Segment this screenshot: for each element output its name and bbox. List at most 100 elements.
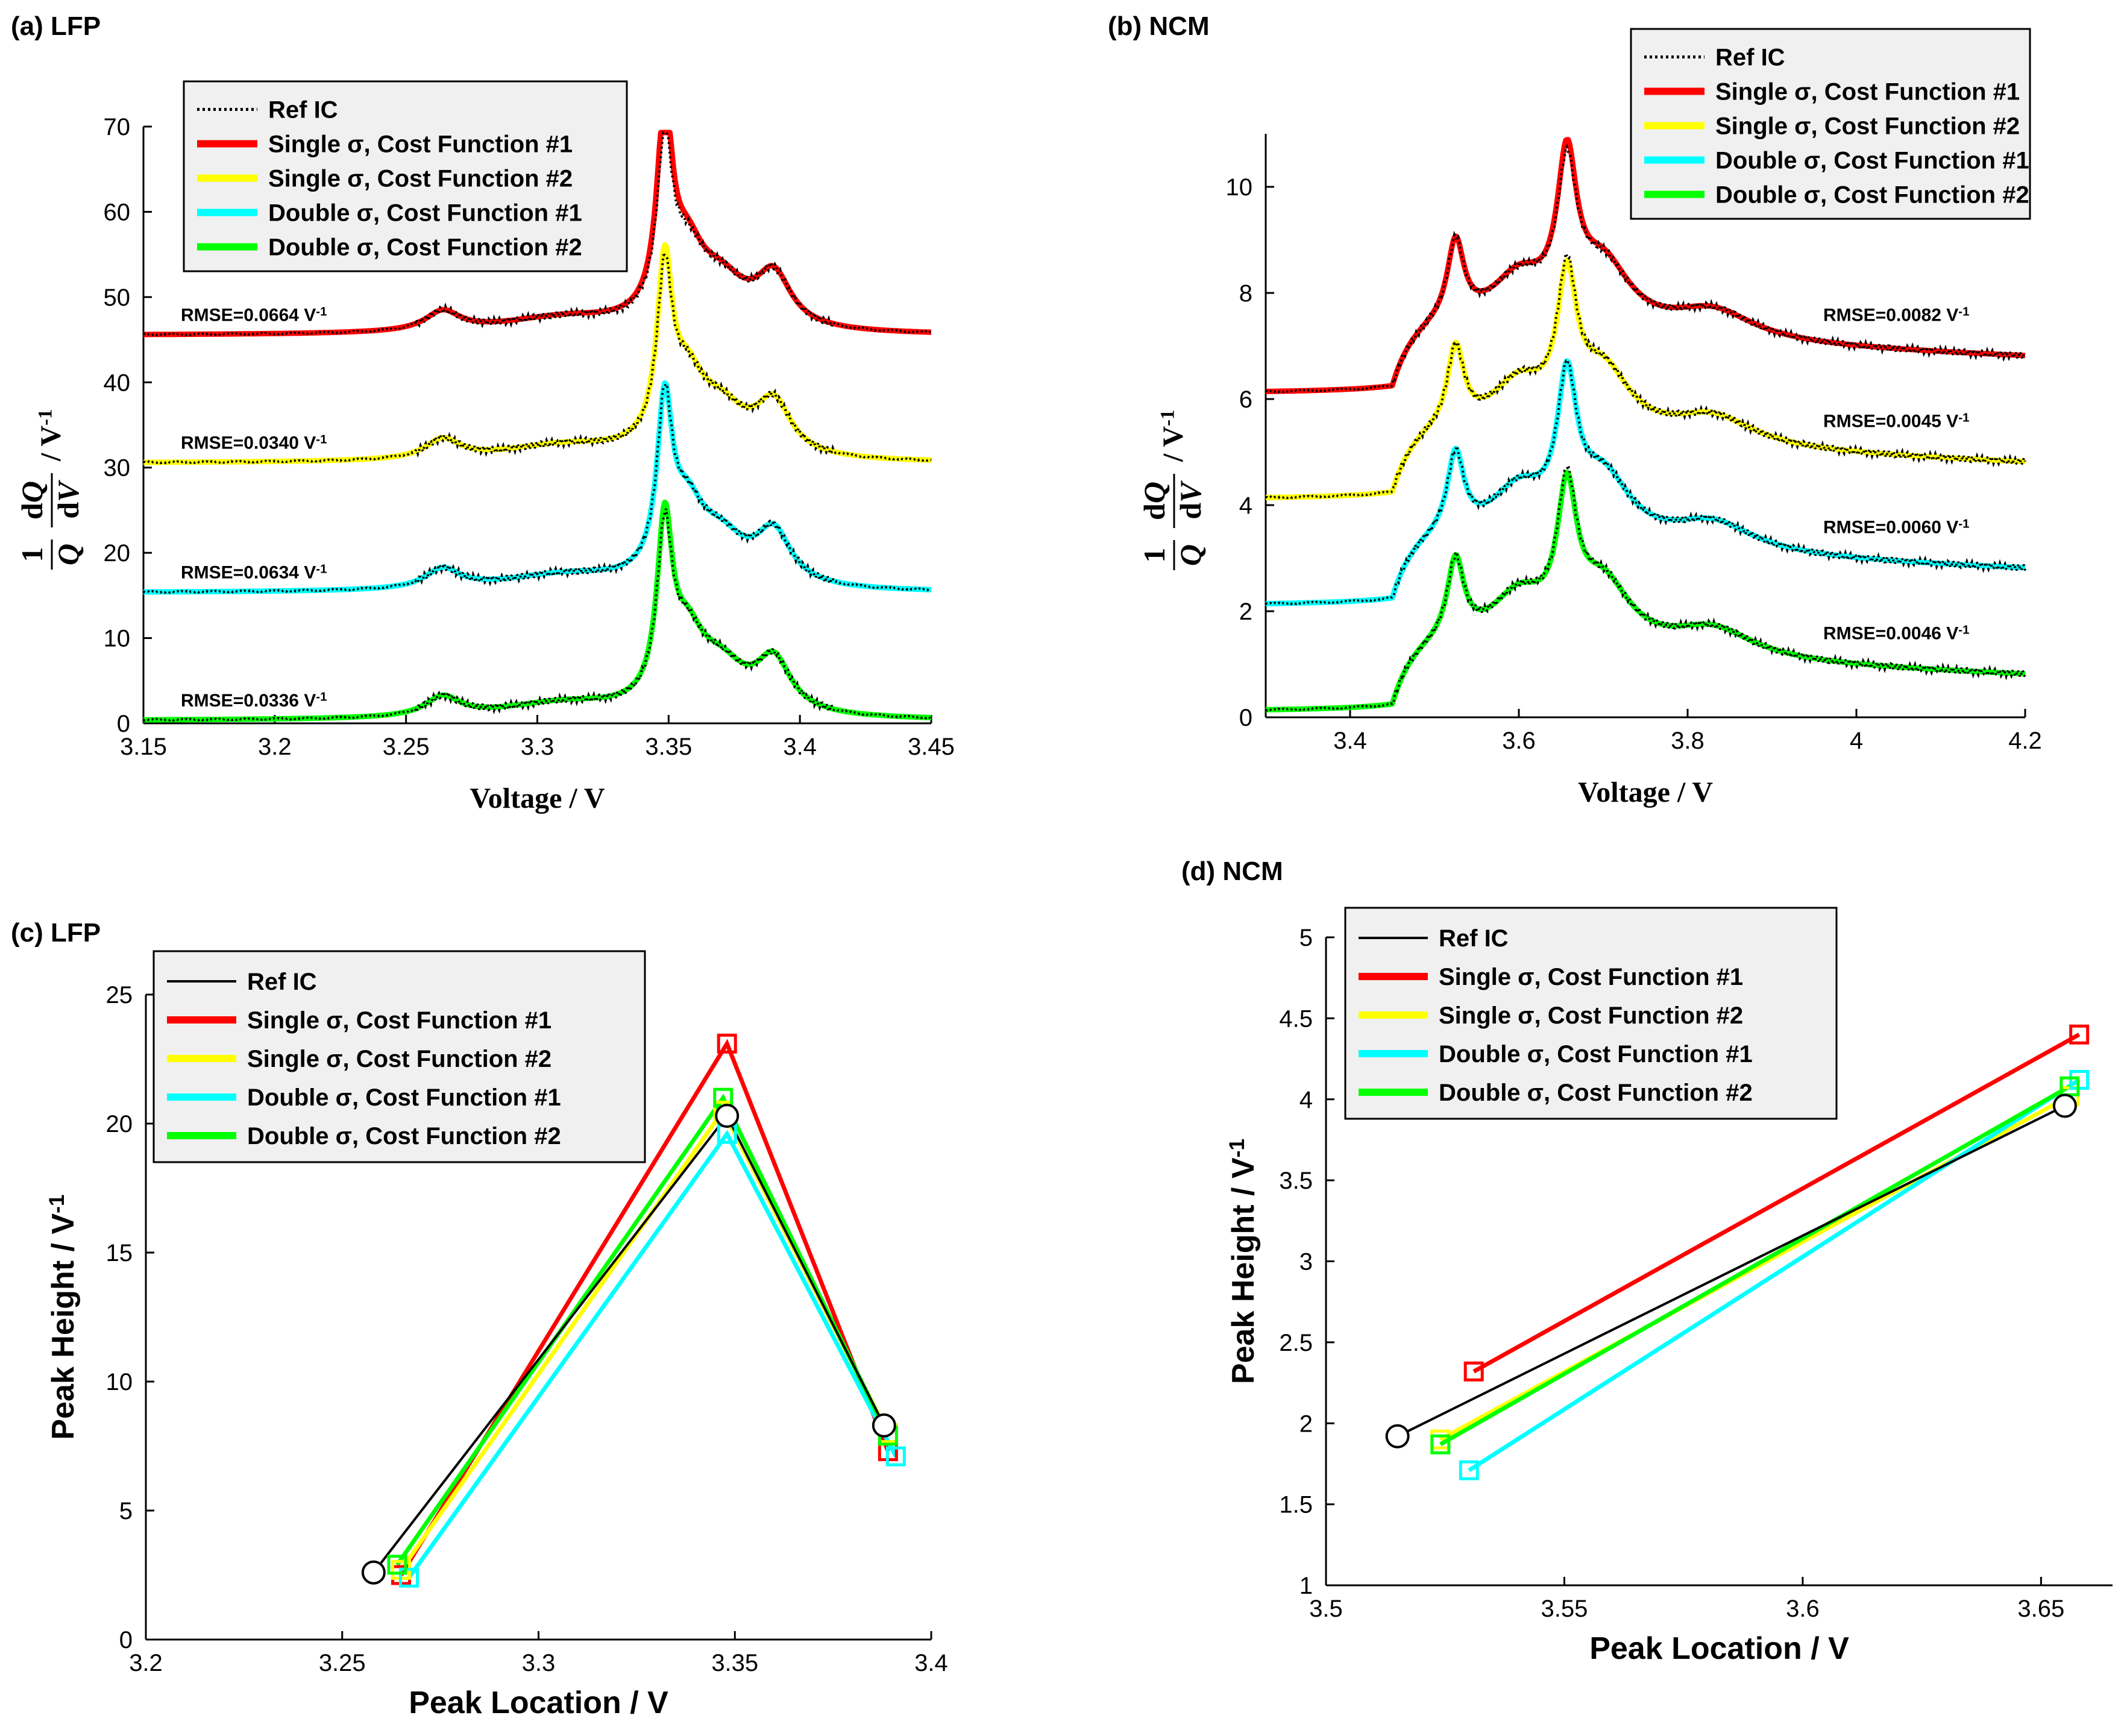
legend-entry: Ref IC bbox=[247, 969, 317, 995]
y-axis-title-text-superscript: -1 bbox=[1225, 1139, 1249, 1157]
y-tick-label: 6 bbox=[1239, 386, 1252, 413]
rmse-annotation: RMSE=0.0046 V-1 bbox=[1823, 624, 1969, 644]
y-title-numerator-one: 1 bbox=[1137, 548, 1171, 563]
y-axis-title-text: Peak Height / V-1 bbox=[45, 1194, 81, 1439]
y-tick-label: 1 bbox=[1299, 1573, 1313, 1599]
legend-entry: Double σ, Cost Function #2 bbox=[1439, 1080, 1753, 1106]
y-tick-label: 3 bbox=[1299, 1249, 1313, 1275]
panel-a: 3.15 3.2 3.25 3.3 3.35 3.4 3.45 0 10 20 30 40 50 60 70… bbox=[11, 11, 955, 814]
series-line-3 bbox=[407, 1130, 898, 1579]
y-tick-label: 60 bbox=[104, 199, 131, 225]
y-tick-label: 1.5 bbox=[1279, 1492, 1313, 1518]
y-tick-label: 2.5 bbox=[1279, 1330, 1313, 1356]
y-tick-label: 20 bbox=[106, 1111, 133, 1137]
y-title-dq: dQ bbox=[15, 481, 49, 520]
legend-entry: Ref IC bbox=[1715, 45, 1785, 71]
rmse-annotation: RMSE=0.0336 V-1 bbox=[181, 691, 327, 711]
x-tick-label: 3.3 bbox=[522, 1650, 556, 1676]
panel-title: (b) NCM bbox=[1108, 11, 1210, 41]
y-title-d: d bbox=[1137, 503, 1171, 520]
series-line-0 bbox=[372, 1113, 885, 1573]
rmse-annotation-text: RMSE=0.0336 V bbox=[181, 691, 316, 711]
y-title-unit: / V-1 bbox=[1157, 410, 1189, 462]
x-tick-label: 3.8 bbox=[1671, 728, 1705, 754]
legend-entry: Single σ, Cost Function #2 bbox=[1715, 113, 2020, 140]
y-title-v: V bbox=[51, 480, 85, 502]
x-tick-label: 3.3 bbox=[521, 734, 555, 760]
series-marker-3 bbox=[885, 1446, 906, 1467]
legend-entry: Double σ, Cost Function #1 bbox=[268, 200, 582, 227]
series-marker-1 bbox=[2069, 1024, 2090, 1045]
y-tick-label: 15 bbox=[106, 1240, 133, 1266]
y-title-dv: dV bbox=[1174, 480, 1207, 520]
x-tick-label: 3.4 bbox=[914, 1650, 948, 1676]
legend-entry: Double σ, Cost Function #2 bbox=[1715, 182, 2029, 209]
y-tick-label: 0 bbox=[119, 1627, 133, 1653]
series-line-4 bbox=[1439, 1084, 2071, 1447]
series-line-3 bbox=[142, 380, 933, 595]
y-title-unit-superscript: -1 bbox=[34, 409, 56, 426]
y-title-q: Q bbox=[15, 481, 49, 503]
y-tick-label: 10 bbox=[106, 1369, 133, 1395]
y-tick-label: 2 bbox=[1299, 1410, 1313, 1437]
y-title-unit-text: / V bbox=[1157, 426, 1189, 462]
y-tick-label: 0 bbox=[117, 711, 130, 737]
legend-entry: Double σ, Cost Function #2 bbox=[268, 234, 582, 261]
y-title-numerator-one: 1 bbox=[15, 547, 49, 562]
y-title-unit: / V-1 bbox=[34, 409, 67, 462]
y-tick-label: 4 bbox=[1299, 1087, 1313, 1113]
y-tick-label: 3.5 bbox=[1279, 1168, 1313, 1194]
y-axis-title-text-text: Peak Height / V bbox=[46, 1213, 81, 1440]
legend-box bbox=[183, 80, 628, 272]
y-tick-label: 20 bbox=[104, 540, 131, 567]
legend-entry: Single σ, Cost Function #1 bbox=[1439, 964, 1743, 990]
rmse-annotation: RMSE=0.0060 V-1 bbox=[1823, 517, 1969, 537]
rmse-annotation: RMSE=0.0082 V-1 bbox=[1823, 305, 1969, 325]
ref-marker bbox=[872, 1413, 896, 1438]
rmse-annotation-text: RMSE=0.0340 V bbox=[181, 433, 316, 453]
y-tick-label: 30 bbox=[104, 455, 131, 482]
y-tick-label: 4.5 bbox=[1279, 1005, 1313, 1032]
x-tick-label: 3.6 bbox=[1502, 728, 1536, 754]
rmse-annotation-superscript: -1 bbox=[1958, 412, 1969, 425]
y-title-dq: dQ bbox=[1137, 482, 1171, 520]
x-tick-label: 3.5 bbox=[1309, 1596, 1343, 1622]
legend-entry: Double σ, Cost Function #1 bbox=[247, 1084, 561, 1111]
rmse-annotation: RMSE=0.0664 V-1 bbox=[181, 305, 327, 325]
x-tick-label: 3.25 bbox=[319, 1650, 366, 1676]
x-tick-label: 3.4 bbox=[783, 734, 817, 760]
series-line-3 bbox=[1264, 358, 2027, 606]
y-title-d2: d bbox=[1174, 503, 1207, 520]
x-tick-label: 3.65 bbox=[2017, 1596, 2064, 1622]
series-line-4 bbox=[142, 499, 933, 723]
y-tick-label: 25 bbox=[106, 982, 133, 1008]
series-line-1 bbox=[1472, 1033, 2081, 1374]
y-title-v: V bbox=[1174, 480, 1207, 503]
y-tick-label: 2 bbox=[1239, 599, 1252, 625]
x-tick-label: 3.35 bbox=[711, 1650, 758, 1676]
x-tick-label: 4 bbox=[1850, 728, 1863, 754]
y-tick-label: 10 bbox=[1226, 174, 1253, 201]
ref-ic-line bbox=[1265, 250, 2026, 500]
x-tick-label: 3.15 bbox=[120, 734, 167, 760]
y-axis-title-text-superscript: -1 bbox=[45, 1194, 69, 1213]
ref-marker bbox=[2052, 1093, 2077, 1118]
y-title-denominator-q: Q bbox=[51, 544, 85, 565]
x-tick-label: 3.4 bbox=[1333, 728, 1367, 754]
y-title-d: d bbox=[15, 503, 49, 520]
y-title-denominator-q: Q bbox=[1174, 544, 1207, 566]
y-axis-title: Peak Height / V-1 bbox=[45, 1194, 81, 1439]
rmse-annotation-superscript: -1 bbox=[316, 433, 327, 446]
y-tick-label: 40 bbox=[104, 370, 131, 396]
series-line-2 bbox=[142, 242, 933, 465]
y-axis-title-text-text: Peak Height / V bbox=[1226, 1157, 1261, 1384]
legend-entry: Double σ, Cost Function #1 bbox=[1439, 1041, 1753, 1068]
x-tick-label: 3.25 bbox=[383, 734, 430, 760]
ref-marker bbox=[1385, 1424, 1410, 1448]
rmse-annotation: RMSE=0.0045 V-1 bbox=[1823, 412, 1969, 432]
x-axis-title: Peak Location / V bbox=[1589, 1631, 1849, 1666]
rmse-annotation-superscript: -1 bbox=[1958, 624, 1969, 637]
x-tick-label: 4.2 bbox=[2008, 728, 2042, 754]
